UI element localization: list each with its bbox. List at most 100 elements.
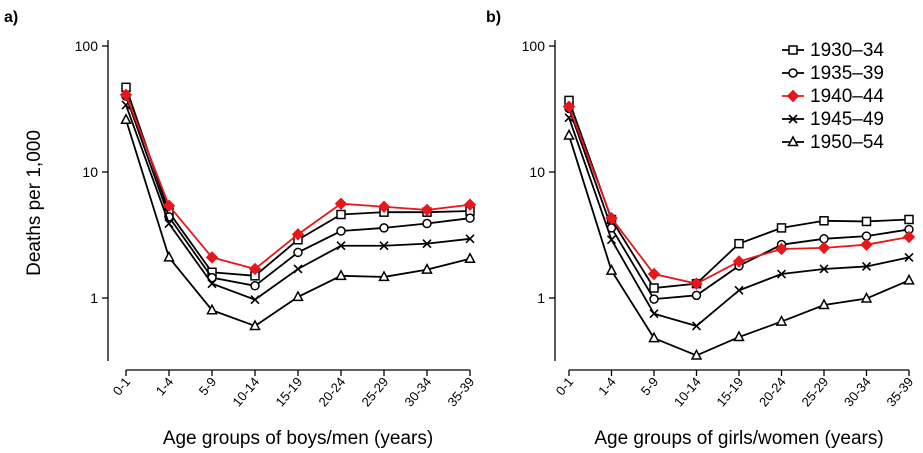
legend-swatch-1930-34 (782, 45, 804, 55)
panel-a-point-1950-54-10-14 (249, 319, 261, 331)
legend-swatch-1935-39 (782, 68, 804, 78)
panel-b-point-1930-34-25-29 (819, 216, 829, 226)
panel-a-point-1945-49-20-24 (336, 241, 346, 251)
panel-a-series-1940-44 (119, 88, 477, 276)
panel-a-point-1950-54-20-24 (335, 269, 347, 281)
panel-a-point-1950-54-15-19 (292, 290, 304, 302)
panel-b-point-1930-34-35-39 (904, 214, 914, 225)
panel-b-point-1950-54-0-1 (563, 128, 575, 140)
panel-b-point-1945-49-15-19 (734, 285, 744, 295)
panel-b-point-1950-54-15-19 (733, 330, 745, 342)
panel-a-xtick-label-8: 35-39 (444, 374, 477, 409)
panel-a-line-1930-34 (125, 87, 471, 277)
panel-b-point-1930-34-5-9 (649, 283, 659, 293)
panel-a-xtick-label-6: 25-29 (358, 374, 391, 409)
legend-label-1930-34: 1930–34 (810, 40, 884, 61)
panel-a-point-1940-44-1-4 (162, 199, 176, 212)
panel-a-ytick-label-10: 10 (82, 164, 98, 180)
panel-a-xtick-label-4: 15-19 (272, 374, 305, 409)
panel-b-plot-area (562, 95, 916, 360)
panel-a-xaxis: 0-1 1-4 5-9 10-14 15-19 20-24 25-29 30-3… (110, 369, 477, 409)
legend-marker-1945-49 (788, 114, 798, 124)
panel-b-point-1950-54-20-24 (775, 314, 788, 326)
panel-a-ytick-label-1: 1 (90, 290, 98, 306)
panel-b-point-1950-54-5-9 (648, 331, 660, 343)
panel-b-xtick-label-4: 15-19 (713, 374, 746, 409)
panel-a-point-1930-34-20-24 (336, 209, 346, 220)
panel-b-point-1930-34-20-24 (776, 223, 787, 233)
panel-a-point-1940-44-20-24 (334, 197, 348, 210)
panel-a-point-1950-54-5-9 (206, 303, 218, 315)
panel-b-xtick-label-2: 5-9 (638, 374, 662, 398)
panel-b-xtick-label-1: 1-4 (595, 374, 619, 398)
panel-a-point-1945-49-15-19 (293, 264, 303, 274)
panel-a-xtick-label-3: 10-14 (229, 374, 262, 409)
panel-a-ytick-label-100: 100 (75, 38, 99, 54)
panel-b-point-1935-39-25-29 (819, 234, 829, 244)
panel-a-series-1950-54 (120, 113, 476, 331)
panel-b-yaxis: 100 10 1 (522, 38, 556, 361)
legend: 1930–34 1935–39 1940–44 1945–49 1950–54 (782, 40, 884, 153)
legend-swatch-1940-44 (782, 89, 804, 103)
legend-label-1950-54: 1950–54 (810, 132, 884, 153)
panel-b-point-1940-44-5-9 (647, 267, 661, 281)
panel-a-xtick-label-1: 1-4 (153, 374, 177, 398)
legend-label-1945-49: 1945–49 (810, 109, 884, 130)
panel-b-point-1945-49-25-29 (819, 264, 829, 274)
panel-a-xtick-label-0: 0-1 (110, 374, 134, 398)
panel-a-yaxis: 100 10 1 (75, 38, 109, 361)
legend-item-1945-49: 1945–49 (782, 109, 884, 130)
panel-a-ylabel: Deaths per 1,000 (24, 130, 45, 276)
panel-b-point-1940-44-15-19 (732, 255, 746, 268)
panel-b-point-1945-49-30-34 (861, 261, 872, 272)
panel-a-point-1945-49-5-9 (207, 279, 217, 289)
panel-b-point-1950-54-10-14 (690, 348, 703, 360)
panel-a-plot-area (119, 82, 477, 331)
legend-item-1940-44: 1940–44 (782, 86, 884, 107)
panel-b-point-1940-44-1-4 (605, 211, 618, 225)
panel-b-point-1940-44-25-29 (817, 241, 831, 255)
panel-b-xtick-label-6: 25-29 (798, 374, 831, 409)
panel-a-xtick-label-2: 5-9 (196, 374, 220, 398)
legend-item-1930-34: 1930–34 (782, 40, 884, 61)
panel-a-point-1935-39-35-39 (465, 213, 475, 223)
legend-swatch-1945-49 (782, 114, 804, 124)
panel-b-point-1945-49-20-24 (776, 269, 787, 279)
panel-a-xtick-label-5: 20-24 (315, 374, 348, 409)
panel-a-point-1940-44-30-34 (420, 203, 434, 217)
panel-b-point-1935-39-5-9 (649, 294, 659, 304)
legend-swatch-1950-54 (782, 135, 804, 147)
panel-a-point-1935-39-25-29 (379, 223, 389, 233)
panel-b-point-1950-54-25-29 (818, 298, 830, 310)
panel-b-point-1945-49-1-4 (606, 235, 617, 245)
panel-a-point-1935-39-10-14 (250, 281, 260, 291)
panel-b-xtick-label-7: 30-34 (841, 374, 874, 409)
panel-b-point-1940-44-0-1 (562, 100, 576, 113)
panel-a-point-1940-44-25-29 (377, 200, 391, 213)
panel-a-point-1935-39-30-34 (422, 218, 432, 229)
legend-marker-1935-39 (788, 68, 798, 78)
legend-item-1950-54: 1950–54 (782, 132, 884, 153)
panel-a-series-1935-39 (121, 91, 475, 291)
panel-b-point-1945-49-5-9 (649, 309, 659, 319)
panel-b-xaxis: 0-1 1-4 5-9 10-14 15-19 20-24 25-29 30-3… (553, 369, 916, 409)
panel-a-label: a) (4, 9, 18, 26)
panel-b-xlabel: Age groups of girls/women (years) (594, 428, 883, 449)
panel-b-point-1940-44-10-14 (690, 277, 703, 290)
panel-a-point-1940-44-5-9 (205, 251, 219, 264)
panel-b-series-1945-49 (564, 113, 914, 331)
panel-a-point-1950-54-35-39 (464, 252, 476, 263)
panel-b-xtick-label-0: 0-1 (553, 374, 577, 398)
legend-item-1935-39: 1935–39 (782, 63, 884, 84)
panel-a-point-1945-49-1-4 (164, 218, 174, 229)
legend-marker-1930-34 (788, 45, 798, 55)
legend-marker-1940-44 (786, 89, 800, 103)
panel-a-point-1945-49-30-34 (422, 239, 432, 249)
panel-a-point-1950-54-0-1 (120, 113, 132, 124)
panel-b-point-1950-54-1-4 (605, 263, 618, 275)
panel-b-point-1945-49-35-39 (904, 252, 914, 262)
panel-a-xtick-label-7: 30-34 (401, 374, 434, 409)
panel-b-point-1935-39-10-14 (691, 290, 702, 301)
panel-a-point-1945-49-25-29 (379, 241, 389, 251)
panel-a-series-1945-49 (121, 100, 475, 305)
